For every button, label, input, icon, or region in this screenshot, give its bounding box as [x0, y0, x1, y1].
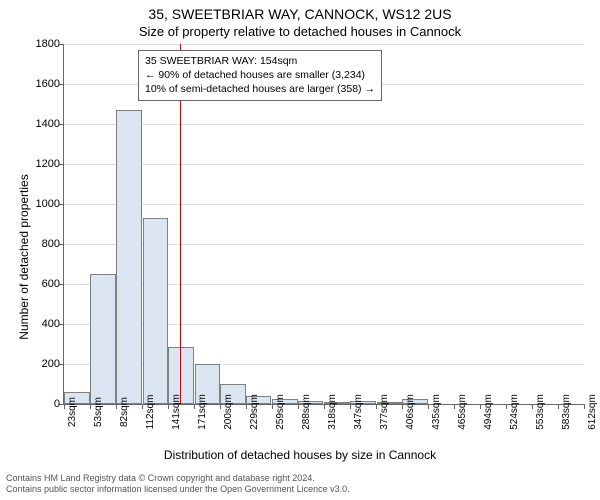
ytick-label: 400 — [20, 318, 60, 330]
xtick-label: 141sqm — [171, 394, 182, 430]
xtick-mark — [350, 404, 351, 409]
xtick-mark — [116, 404, 117, 409]
xtick-mark — [558, 404, 559, 409]
xtick-mark — [402, 404, 403, 409]
gridline — [64, 164, 584, 165]
xtick-mark — [324, 404, 325, 409]
xtick-label: 171sqm — [197, 394, 208, 430]
xtick-label: 583sqm — [561, 394, 572, 430]
xtick-label: 465sqm — [457, 394, 468, 430]
histogram-bar — [90, 274, 116, 404]
xtick-mark — [64, 404, 65, 409]
ytick-label: 1800 — [20, 38, 60, 50]
info-line2: ← 90% of detached houses are smaller (3,… — [145, 68, 375, 82]
gridline — [64, 44, 584, 45]
info-line1: 35 SWEETBRIAR WAY: 154sqm — [145, 54, 375, 68]
chart-container: 35, SWEETBRIAR WAY, CANNOCK, WS12 2US Si… — [0, 0, 600, 500]
xtick-mark — [142, 404, 143, 409]
ytick-label: 800 — [20, 238, 60, 250]
xtick-label: 406sqm — [405, 394, 416, 430]
ytick-label: 1600 — [20, 78, 60, 90]
ytick-label: 1400 — [20, 118, 60, 130]
xtick-mark — [428, 404, 429, 409]
xtick-mark — [454, 404, 455, 409]
ytick-label: 200 — [20, 358, 60, 370]
xtick-label: 53sqm — [93, 397, 104, 427]
xtick-mark — [584, 404, 585, 409]
xtick-mark — [168, 404, 169, 409]
xtick-mark — [246, 404, 247, 409]
xtick-mark — [376, 404, 377, 409]
xtick-mark — [194, 404, 195, 409]
xtick-mark — [90, 404, 91, 409]
gridline — [64, 204, 584, 205]
xtick-mark — [506, 404, 507, 409]
xtick-label: 318sqm — [327, 394, 338, 430]
xtick-label: 377sqm — [379, 394, 390, 430]
xtick-label: 612sqm — [587, 394, 598, 430]
xtick-label: 347sqm — [353, 394, 364, 430]
histogram-bar — [116, 110, 142, 404]
info-box: 35 SWEETBRIAR WAY: 154sqm ← 90% of detac… — [138, 50, 382, 101]
info-line3: 10% of semi-detached houses are larger (… — [145, 82, 375, 96]
footer-text: Contains HM Land Registry data © Crown c… — [6, 473, 594, 496]
plot-area: 02004006008001000120014001600180023sqm53… — [63, 44, 584, 405]
xtick-label: 259sqm — [275, 394, 286, 430]
histogram-bar — [143, 218, 169, 404]
gridline — [64, 124, 584, 125]
xtick-mark — [532, 404, 533, 409]
xtick-label: 524sqm — [509, 394, 520, 430]
ytick-label: 0 — [20, 398, 60, 410]
footer-line1: Contains HM Land Registry data © Crown c… — [6, 473, 594, 485]
xtick-label: 23sqm — [67, 397, 78, 427]
xtick-label: 494sqm — [483, 394, 494, 430]
xtick-mark — [298, 404, 299, 409]
ytick-label: 1000 — [20, 198, 60, 210]
xtick-mark — [272, 404, 273, 409]
xtick-label: 288sqm — [301, 394, 312, 430]
xtick-label: 229sqm — [249, 394, 260, 430]
chart-title-line1: 35, SWEETBRIAR WAY, CANNOCK, WS12 2US — [0, 6, 600, 22]
xtick-label: 435sqm — [431, 394, 442, 430]
xtick-label: 82sqm — [119, 397, 130, 427]
xtick-label: 112sqm — [145, 395, 156, 430]
chart-title-line2: Size of property relative to detached ho… — [0, 24, 600, 39]
xtick-mark — [220, 404, 221, 409]
xtick-label: 553sqm — [535, 394, 546, 430]
xtick-mark — [480, 404, 481, 409]
ytick-label: 600 — [20, 278, 60, 290]
ytick-label: 1200 — [20, 158, 60, 170]
footer-line2: Contains public sector information licen… — [6, 484, 594, 496]
xtick-label: 200sqm — [223, 394, 234, 430]
x-axis-label: Distribution of detached houses by size … — [0, 448, 600, 462]
